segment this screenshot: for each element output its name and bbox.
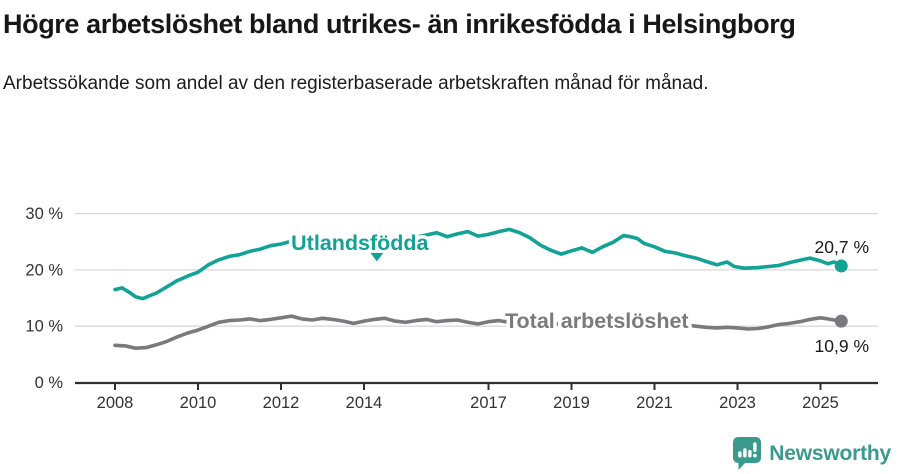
chart-subtitle: Arbetssökande som andel av den registerb… [3, 73, 709, 94]
x-tick-label: 2008 [97, 394, 134, 412]
x-tick-label: 2025 [802, 394, 839, 412]
pointer-down-icon [370, 252, 384, 262]
x-tick-label: 2023 [719, 394, 756, 412]
series-label: Utlandsfödda [291, 231, 429, 255]
x-tick-label: 2021 [636, 394, 673, 412]
series-line [113, 227, 844, 301]
chart-title: Högre arbetslöshet bland utrikes- än inr… [3, 9, 796, 39]
series-end-dot [834, 259, 848, 273]
y-tick-label: 10 % [25, 318, 63, 336]
x-tick-label: 2014 [346, 394, 383, 412]
x-tick-label: 2017 [470, 394, 507, 412]
newsworthy-logo: Newsworthy [733, 437, 891, 471]
series-end-value: 10,9 % [815, 336, 869, 356]
series-end-value: 20,7 % [815, 237, 869, 257]
series-line [113, 313, 844, 351]
x-tick-label: 2019 [553, 394, 590, 412]
series-label: Total arbetslöshet [505, 309, 689, 333]
newsworthy-wordmark: Newsworthy [769, 442, 891, 465]
newsworthy-icon [733, 437, 762, 470]
x-tick-label: 2010 [180, 394, 217, 412]
series-end-dot [834, 314, 848, 328]
y-tick-label: 30 % [25, 205, 63, 223]
y-tick-label: 0 % [35, 374, 64, 392]
chart-header: Högre arbetslöshet bland utrikes- än inr… [0, 0, 900, 97]
y-tick-label: 20 % [25, 261, 63, 279]
x-tick-label: 2012 [263, 394, 300, 412]
